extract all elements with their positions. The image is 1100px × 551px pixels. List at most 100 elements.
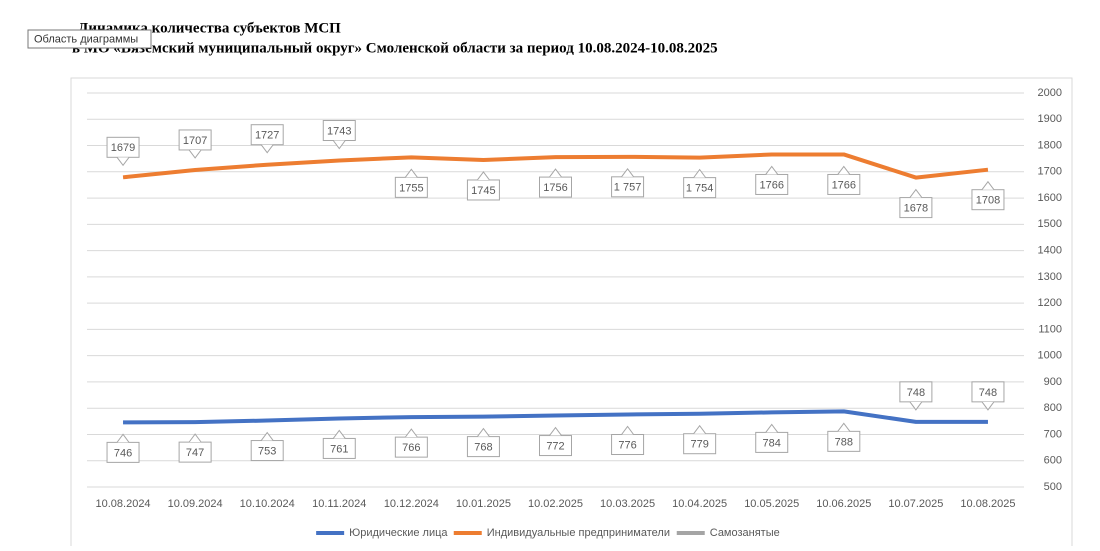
x-tick-label: 10.09.2024 — [168, 498, 223, 510]
y-tick-label: 1400 — [1038, 245, 1062, 257]
data-label-pointer — [404, 428, 418, 438]
data-label-pointer — [404, 168, 418, 178]
data-label: 747 — [178, 433, 212, 463]
data-label: 748 — [899, 381, 933, 411]
data-label: 768 — [466, 427, 500, 458]
data-label-pointer — [693, 168, 707, 178]
data-label: 788 — [827, 422, 861, 452]
data-label-pointer — [188, 433, 202, 443]
y-tick-label: 800 — [1044, 402, 1062, 414]
data-label: 1707 — [178, 129, 212, 159]
y-tick-label: 1600 — [1038, 192, 1062, 204]
y-tick-label: 2000 — [1038, 87, 1062, 99]
data-label-pointer — [260, 431, 274, 441]
data-label: 1708 — [971, 180, 1005, 211]
data-label-pointer — [765, 423, 779, 433]
y-tick-label: 1900 — [1038, 113, 1062, 125]
data-label-pointer — [477, 171, 490, 181]
data-label-text: 1 754 — [686, 183, 714, 195]
data-label: 1727 — [250, 124, 284, 154]
data-label-text: 766 — [402, 442, 420, 454]
y-tick-label: 1500 — [1038, 218, 1062, 230]
legend-item: Самозанятые — [676, 527, 780, 539]
data-label: 1679 — [106, 136, 140, 167]
data-label-pointer — [621, 167, 634, 178]
data-label-text: 788 — [835, 436, 853, 448]
y-tick-label: 1700 — [1038, 166, 1062, 178]
data-label-text: 746 — [114, 447, 132, 459]
y-tick-label: 900 — [1044, 376, 1062, 388]
y-tick-label: 1100 — [1038, 323, 1062, 335]
data-label: 779 — [683, 424, 717, 455]
data-label-text: 761 — [330, 443, 348, 455]
series: 1679 1707 1727 1743 1755 1745 1756 1 757 1 754 17… — [106, 120, 1005, 219]
chart-subtitle: в МО «Вяземский муниципальный округ» Смо… — [72, 40, 718, 56]
data-label-pointer — [332, 140, 346, 150]
data-label-text: 748 — [979, 387, 997, 399]
x-tick-label: 10.03.2025 — [600, 498, 655, 510]
data-label: 1755 — [394, 168, 428, 198]
y-tick-label: 1300 — [1038, 271, 1062, 283]
data-label-text: 1727 — [255, 130, 279, 142]
x-tick-label: 10.07.2025 — [888, 498, 943, 510]
data-label-text: 1708 — [976, 195, 1000, 207]
data-label-pointer — [693, 424, 707, 435]
data-label-pointer — [549, 168, 562, 178]
data-label: 1743 — [322, 120, 356, 150]
legend-label: Индивидуальные предприниматели — [487, 527, 670, 539]
y-tick-label: 1800 — [1038, 139, 1062, 151]
legend-label: Юридические лица — [349, 527, 448, 539]
data-label-pointer — [837, 165, 851, 175]
y-tick-label: 600 — [1044, 455, 1062, 467]
data-label: 776 — [611, 425, 645, 456]
data-label-text: 1766 — [832, 179, 856, 191]
y-tick-label: 1200 — [1038, 297, 1062, 309]
data-label: 784 — [755, 423, 789, 453]
series: 746 747 753 761 766 768 772 776 779 784 788 748 748 — [106, 381, 1005, 463]
data-label-text: 1755 — [399, 182, 423, 194]
tooltip-text: Область диаграммы — [34, 33, 138, 45]
data-label-text: 768 — [474, 442, 492, 454]
data-label-pointer — [837, 422, 851, 432]
data-label-pointer — [260, 144, 274, 154]
data-label-pointer — [549, 426, 562, 436]
legend-item: Индивидуальные предприниматели — [453, 527, 670, 539]
data-label-text: 747 — [186, 447, 204, 459]
x-tick-label: 10.01.2025 — [456, 498, 511, 510]
x-tick-label: 10.06.2025 — [816, 498, 871, 510]
data-label: 761 — [322, 429, 356, 459]
data-label: 1 757 — [611, 167, 645, 198]
data-label-text: 779 — [690, 439, 708, 451]
data-label: 772 — [539, 426, 572, 457]
data-label: 1766 — [755, 165, 789, 195]
data-label-pointer — [909, 401, 923, 411]
data-label: 1766 — [827, 165, 861, 195]
data-label-pointer — [116, 157, 130, 167]
data-label-pointer — [909, 188, 923, 198]
data-label-pointer — [116, 433, 130, 443]
data-label-pointer — [981, 401, 995, 411]
x-tick-label: 10.12.2024 — [384, 498, 439, 510]
chart-area — [70, 77, 1073, 551]
tooltip-box — [27, 29, 152, 49]
data-label: 1 754 — [683, 168, 717, 199]
line — [122, 152, 989, 180]
data-label-pointer — [621, 425, 634, 435]
data-label-text: 776 — [618, 439, 636, 451]
x-tick-label: 10.02.2025 — [528, 498, 583, 510]
data-label-text: 1 757 — [614, 182, 642, 194]
tooltip: Область диаграммы — [27, 29, 152, 49]
data-label-pointer — [188, 149, 202, 159]
y-tick-label: 500 — [1044, 481, 1062, 493]
x-tick-label: 10.10.2024 — [240, 498, 295, 510]
data-label-text: 748 — [907, 387, 925, 399]
data-label: 748 — [971, 381, 1005, 411]
x-tick-label: 10.04.2025 — [672, 498, 727, 510]
data-label-pointer — [981, 180, 995, 190]
data-label-text: 753 — [258, 445, 276, 457]
legend-label: Самозанятые — [710, 527, 780, 539]
data-label-text: 1743 — [327, 125, 351, 137]
data-label-pointer — [332, 429, 346, 439]
x-tick-label: 10.08.2025 — [960, 498, 1015, 510]
